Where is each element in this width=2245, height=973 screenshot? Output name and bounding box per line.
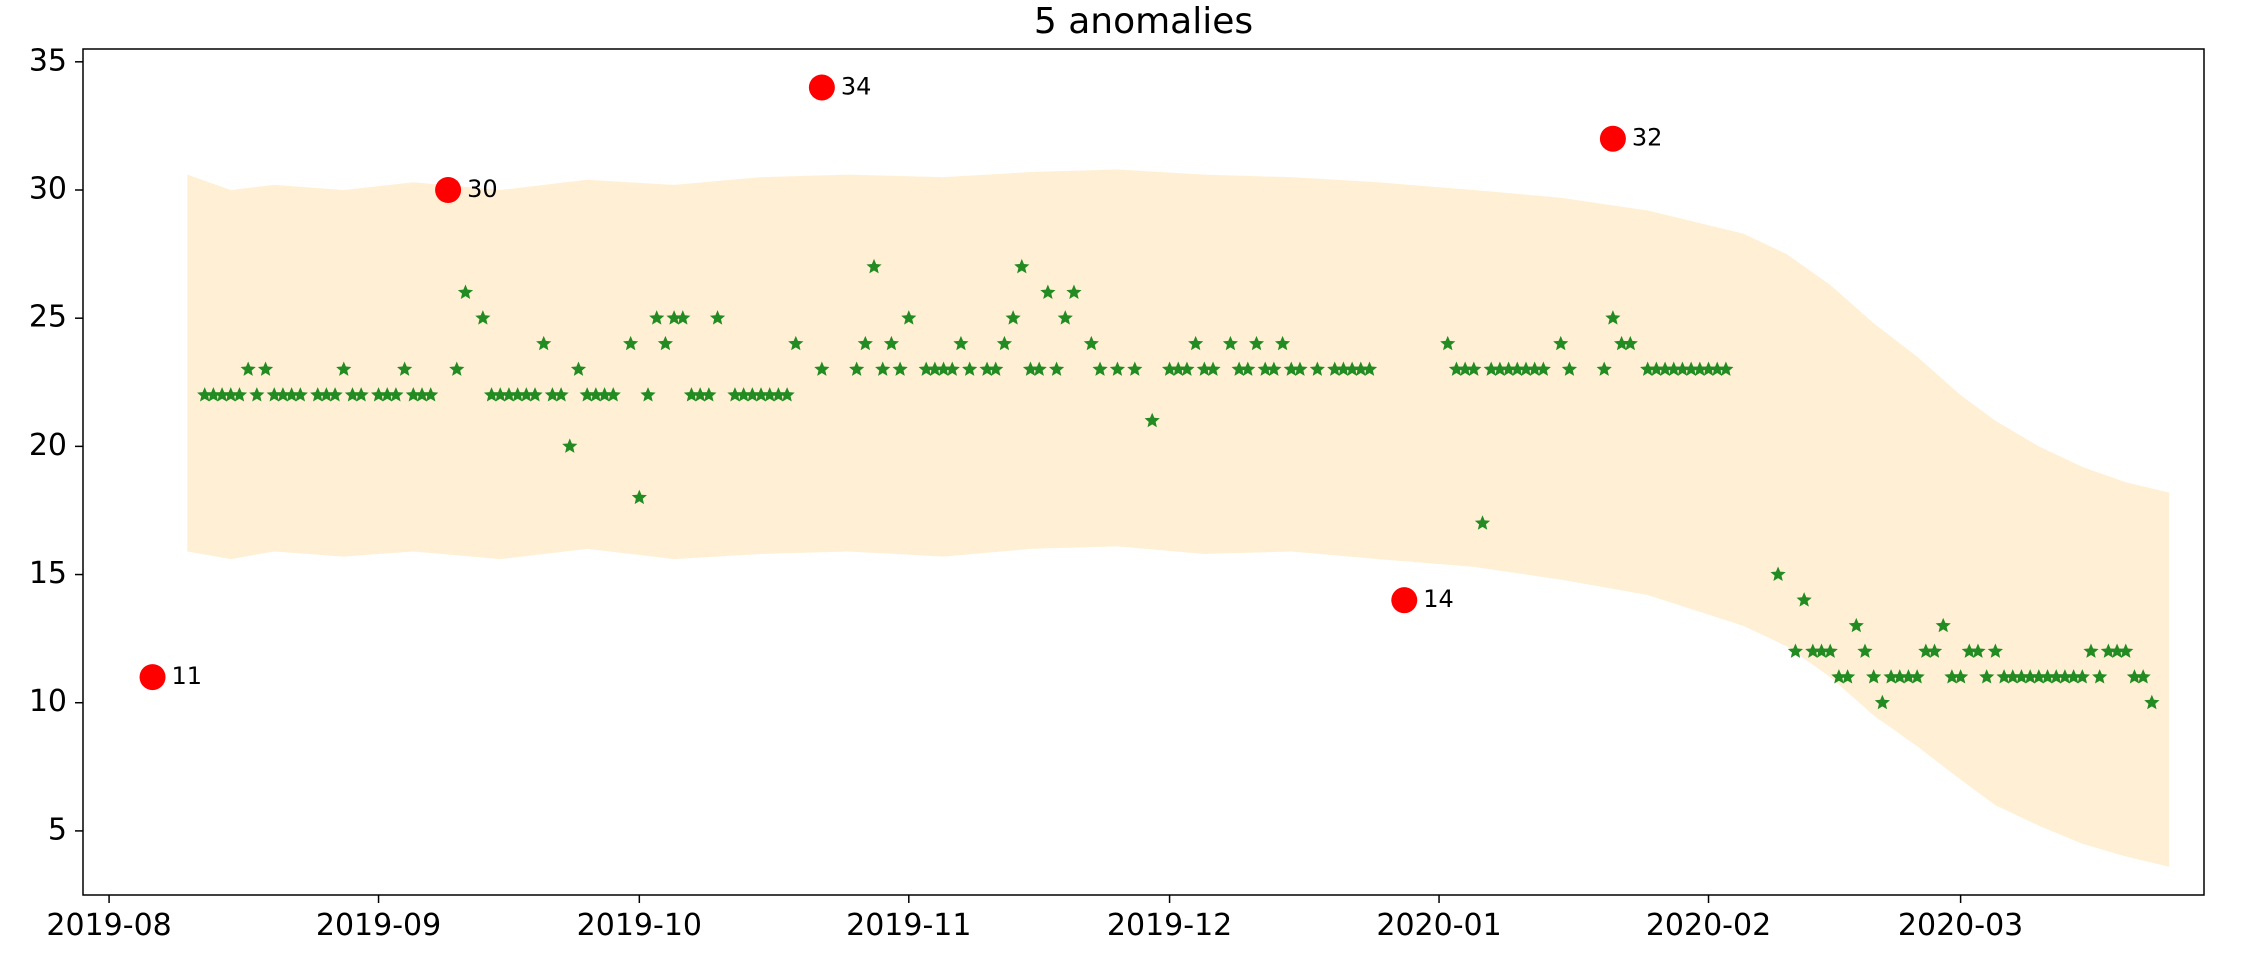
y-tick-label: 5 — [48, 812, 67, 847]
x-tick-label: 2020-02 — [1646, 908, 1771, 943]
y-tick-label: 30 — [29, 172, 67, 207]
anomaly-point-circle — [140, 664, 166, 690]
chart-container: 5 10 15 20 25 30 35 2019-08 2019-09 2019-10 2019-1… — [0, 0, 2245, 973]
y-tick-label: 10 — [29, 684, 67, 719]
x-tick-label: 2019-09 — [316, 908, 441, 943]
x-tick-label: 2020-03 — [1898, 908, 2023, 943]
anomaly-point-circle — [809, 74, 835, 100]
anomaly-point-circle — [435, 177, 461, 203]
y-tick-label: 20 — [29, 428, 67, 463]
anomaly-point-label: 34 — [841, 72, 872, 100]
x-tick-label: 2019-11 — [846, 908, 971, 943]
x-tick-label: 2019-12 — [1107, 908, 1232, 943]
x-tick-label: 2019-08 — [46, 908, 171, 943]
anomaly-point-label: 32 — [1632, 124, 1663, 152]
chart-title: 5 anomalies — [1034, 1, 1253, 42]
anomaly-point-circle — [1600, 126, 1626, 152]
anomaly-point-circle — [1391, 587, 1417, 613]
anomaly-point-label: 11 — [172, 662, 203, 690]
x-tick-label: 2020-01 — [1376, 908, 1501, 943]
anomaly-point-label: 30 — [467, 175, 498, 203]
y-tick-label: 15 — [29, 556, 67, 591]
anomaly-point-label: 14 — [1423, 585, 1454, 613]
anomaly-chart: 5 10 15 20 25 30 35 2019-08 2019-09 2019-10 2019-1… — [0, 0, 2245, 973]
y-tick-label: 25 — [29, 300, 67, 335]
y-tick-label: 35 — [29, 43, 67, 78]
x-tick-label: 2019-10 — [577, 908, 702, 943]
